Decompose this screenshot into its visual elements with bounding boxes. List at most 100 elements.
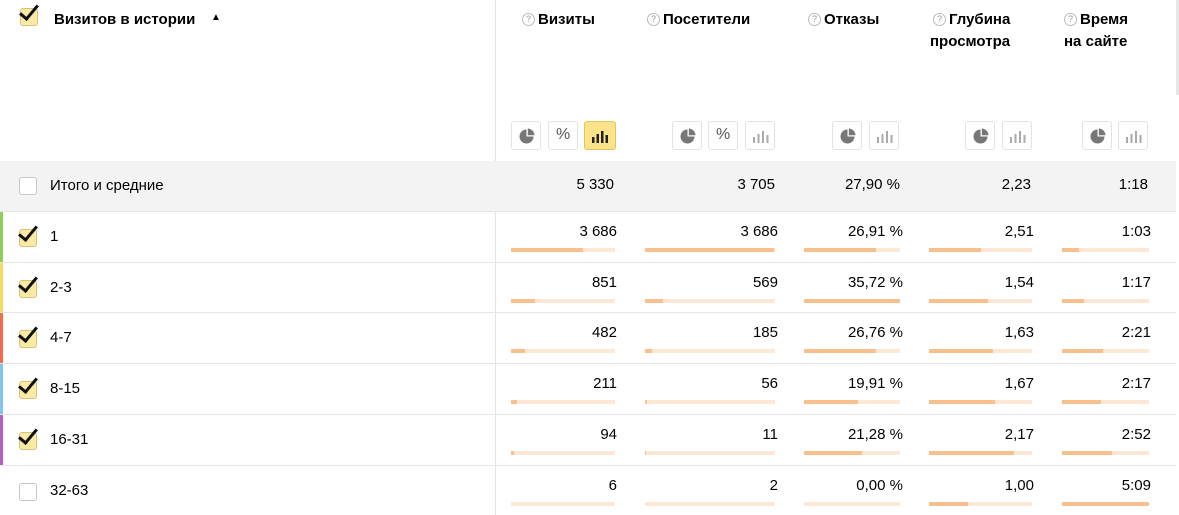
cell-visitors: 11: [762, 426, 778, 443]
total-visits: 5 330: [576, 176, 614, 193]
cell-visitors: 56: [761, 375, 778, 392]
help-icon[interactable]: ?: [808, 13, 821, 26]
totals-checkbox[interactable]: [19, 177, 37, 195]
row-separator: [0, 465, 1176, 466]
share-bar-fill: [804, 451, 862, 455]
percent-button[interactable]: %: [548, 121, 578, 150]
row-label[interactable]: 16-31: [50, 431, 89, 448]
share-bar-bounce-rate: [804, 400, 900, 404]
row-checkbox[interactable]: [18, 424, 38, 450]
share-bar-page-depth: [929, 451, 1032, 455]
share-bar-bounce-rate: [804, 349, 900, 353]
checkmark-icon: [18, 221, 38, 242]
share-bar-fill: [929, 299, 988, 303]
column-header-page-depth[interactable]: ? Глубина просмотра: [930, 9, 1011, 53]
cell-visitors: 2: [769, 477, 778, 494]
share-bar-fill: [1062, 349, 1103, 353]
help-icon[interactable]: ?: [1064, 13, 1077, 26]
bar-chart-icon: [877, 131, 893, 143]
pie-chart-icon: [973, 128, 989, 144]
share-bar-fill: [929, 502, 968, 506]
row-checkbox[interactable]: [18, 272, 38, 298]
cell-bounce-rate: 26,76 %: [847, 324, 903, 341]
row-color-marker: [0, 263, 3, 313]
percent-button[interactable]: %: [708, 121, 738, 150]
total-time-on-site: 1:18: [1118, 176, 1148, 193]
bar-chart-icon: [1126, 131, 1142, 143]
share-bar-fill: [804, 248, 876, 252]
checkmark-icon: [18, 424, 38, 445]
share-bar-fill: [511, 400, 517, 404]
share-bar-visits: [511, 299, 615, 303]
share-bar-fill: [645, 451, 646, 455]
help-icon[interactable]: ?: [647, 13, 660, 26]
share-bar-visits: [511, 502, 615, 506]
row-checkbox[interactable]: [18, 373, 38, 399]
share-bar-bounce-rate: [804, 451, 900, 455]
row-color-marker: [0, 313, 3, 363]
cell-visitors: 185: [752, 324, 778, 341]
share-bar-page-depth: [929, 400, 1032, 404]
cell-visits: 211: [593, 375, 617, 392]
share-bar-visitors: [645, 248, 775, 252]
share-bar-bounce-rate: [804, 502, 900, 506]
row-checkbox[interactable]: [18, 221, 38, 247]
column-header-bounces[interactable]: ? Отказы: [808, 9, 879, 31]
cell-time-on-site: 2:21: [1121, 324, 1151, 341]
cell-bounce-rate: 0,00 %: [856, 477, 903, 494]
bar-chart-button[interactable]: [745, 121, 775, 150]
cell-page-depth: 1,00: [1004, 477, 1034, 494]
pie-chart-icon: [840, 128, 856, 144]
dimension-title[interactable]: Визитов в истории: [54, 11, 196, 28]
bar-chart-button[interactable]: [869, 121, 899, 150]
bar-chart-button[interactable]: [1118, 121, 1148, 150]
share-bar-fill: [929, 400, 995, 404]
pie-chart-icon: [1090, 128, 1106, 144]
sort-up-icon[interactable]: ▲: [211, 12, 221, 23]
share-bar-fill: [511, 248, 583, 252]
row-checkbox[interactable]: [19, 483, 37, 501]
pie-chart-button[interactable]: [672, 121, 702, 150]
row-checkbox[interactable]: [18, 322, 38, 348]
row-label[interactable]: 2-3: [50, 279, 72, 296]
row-label[interactable]: 4-7: [50, 329, 72, 346]
column-header-visits[interactable]: ? Визиты: [522, 9, 595, 31]
cell-page-depth: 1,54: [1004, 274, 1034, 291]
column-header-visitors[interactable]: ? Посетители: [647, 9, 750, 31]
column-header-label: Глубина: [949, 11, 1011, 28]
pie-chart-button[interactable]: [1082, 121, 1112, 150]
share-bar-bounce-rate: [804, 299, 900, 303]
share-bar-time-on-site: [1062, 451, 1149, 455]
share-bar-time-on-site: [1062, 299, 1149, 303]
row-separator: [0, 363, 1176, 364]
bar-chart-button[interactable]: [1002, 121, 1032, 150]
bar-chart-button[interactable]: [584, 121, 616, 150]
column-header-time-on-site[interactable]: ? Время на сайте: [1064, 9, 1128, 53]
select-all-checkbox[interactable]: [19, 0, 39, 26]
cell-time-on-site: 1:17: [1121, 274, 1151, 291]
row-color-marker: [0, 364, 3, 414]
share-bar-fill: [1062, 299, 1084, 303]
share-bar-fill: [804, 349, 876, 353]
pie-chart-button[interactable]: [965, 121, 995, 150]
help-icon[interactable]: ?: [933, 13, 946, 26]
share-bar-visits: [511, 248, 615, 252]
pie-chart-icon: [680, 128, 696, 144]
cell-page-depth: 1,63: [1004, 324, 1034, 341]
column-header-label: Визиты: [538, 11, 595, 28]
share-bar-fill: [511, 349, 525, 353]
pie-chart-button[interactable]: [511, 121, 541, 150]
percent-icon: %: [556, 126, 571, 143]
row-label[interactable]: 8-15: [50, 380, 81, 397]
share-bar-fill: [645, 400, 647, 404]
share-bar-fill: [929, 248, 981, 252]
share-bar-fill: [645, 248, 774, 252]
cell-bounce-rate: 21,28 %: [847, 426, 903, 443]
cell-visits: 94: [600, 426, 617, 443]
pie-chart-button[interactable]: [832, 121, 862, 150]
row-label[interactable]: 32-63: [50, 482, 89, 499]
row-label[interactable]: 1: [50, 228, 59, 245]
scrollbar[interactable]: [1176, 0, 1179, 95]
help-icon[interactable]: ?: [522, 13, 535, 26]
share-bar-fill: [511, 299, 535, 303]
